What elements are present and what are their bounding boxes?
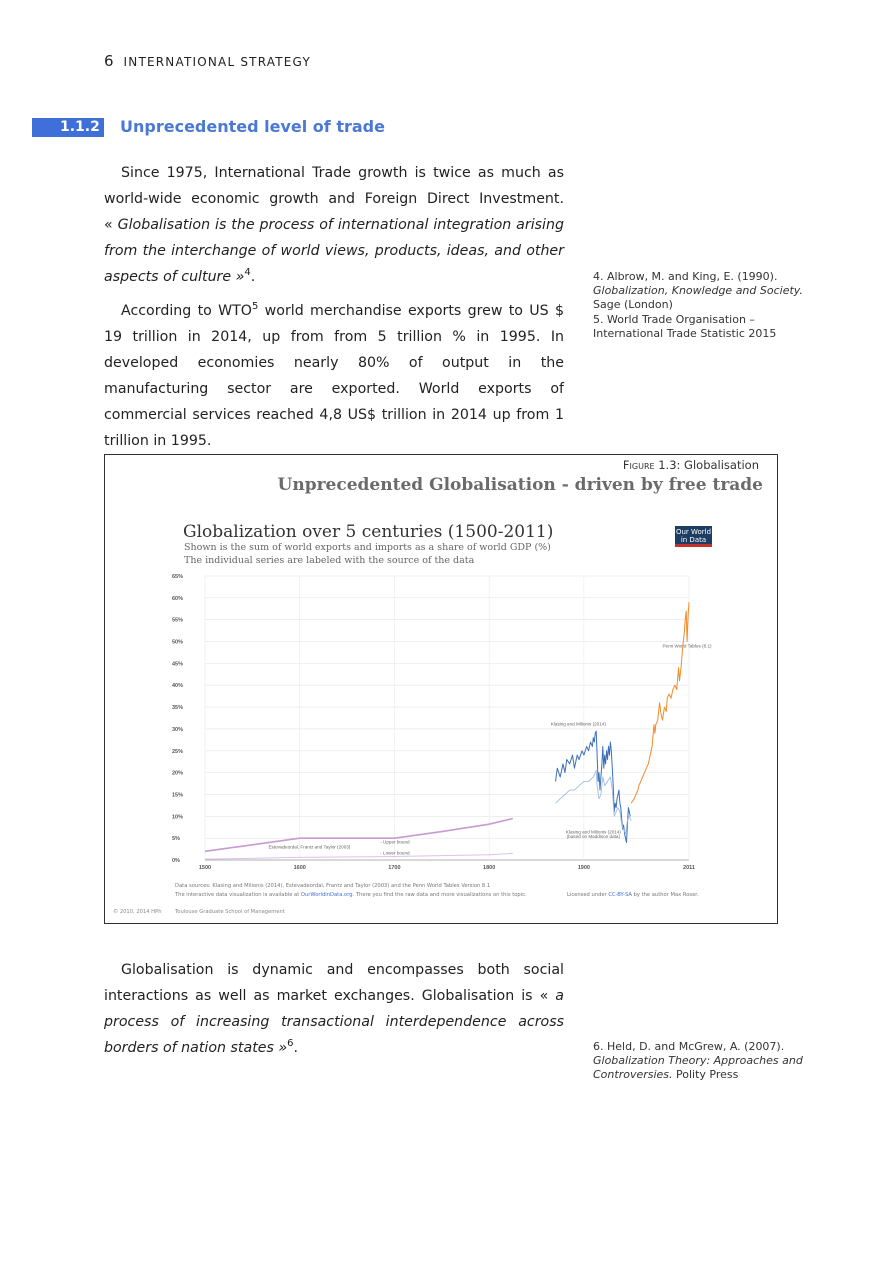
owid-logo-line1: Our World — [675, 528, 712, 536]
x-tick-label: 1700 — [388, 865, 400, 871]
section-title: Unprecedented level of trade — [120, 117, 385, 136]
running-title: INTERNATIONAL STRATEGY — [123, 55, 311, 69]
footnote-5: 5. World Trade Organisation – Internatio… — [593, 313, 815, 341]
license-text-a: Licensed under — [567, 892, 609, 898]
section-number-bar — [32, 118, 104, 137]
chart-plot: 0% 5% 10% 15% 20% 25% 30% 35% 40% 45% 50% 55% 60% 65%… — [172, 574, 712, 871]
footnote-5-text: World Trade Organisation – International… — [593, 313, 777, 340]
license-text-b: by the author Max Roser. — [631, 892, 699, 898]
y-tick-label: 50% — [172, 640, 183, 646]
chart-sources-1: Data sources: Klasing and Milionis (2014… — [175, 883, 491, 889]
chart-subtitle-2: The individual series are labeled with t… — [184, 555, 475, 566]
footnote-ref-5[interactable]: 5 — [251, 301, 259, 312]
y-tick-label: 45% — [172, 661, 183, 667]
figure-caption: Figure 1.3: Globalisation — [623, 458, 759, 472]
footnote-6: 6. Held, D. and McGrew, A. (2007). Globa… — [593, 1040, 815, 1082]
page-number: 6 — [104, 52, 114, 70]
series-line-penn — [630, 602, 690, 804]
owid-logo-line2: in Data — [680, 536, 707, 544]
label-klasing: Klasing and Milionis (2014) — [551, 721, 607, 726]
sources-text-b: . There you find the raw data and more v… — [352, 892, 527, 898]
footnote-ref-4[interactable]: 4 — [244, 267, 251, 278]
y-tick-label: 65% — [172, 574, 183, 580]
footnote-4-num: 4. — [593, 270, 604, 283]
footnote-4: 4. Albrow, M. and King, E. (1990). Globa… — [593, 270, 815, 312]
footnote-4-title: Globalization, Knowledge and Society. — [593, 284, 803, 297]
footnote-6-title: Globalization Theory: Approaches and Con… — [593, 1054, 803, 1081]
y-tick-label: 40% — [172, 683, 183, 689]
p1-quote: Globalisation is the process of internat… — [104, 217, 564, 285]
figure-globalisation: Figure 1.3: Globalisation Unprecedented … — [104, 454, 778, 924]
footnote-4-author: Albrow, M. and King, E. (1990). — [603, 270, 778, 283]
section-number: 1.1.2 — [60, 119, 100, 135]
x-tick-label: 2011 — [683, 865, 695, 871]
y-tick-label: 55% — [172, 618, 183, 624]
chart-sources-2: The interactive data visualization is av… — [175, 892, 527, 898]
chart-license: Licensed under CC-BY-SA by the author Ma… — [567, 892, 699, 898]
footnote-ref-6[interactable]: 6 — [287, 1038, 294, 1049]
p2-text-a: According to WTO — [121, 303, 252, 319]
label-klasing-maddison-2: (based on Maddison data) — [567, 834, 621, 839]
label-estevadeordal: Estevadeordal, Frantz and Taylor (2003) — [268, 845, 350, 850]
x-tick-label: 1900 — [578, 865, 590, 871]
label-upper-bound: - Upper bound — [380, 839, 410, 844]
label-lower-bound: - Lower bound — [380, 850, 410, 855]
chart-title: Globalization over 5 centuries (1500-201… — [183, 522, 554, 542]
y-tick-label: 0% — [172, 858, 180, 864]
copyright: © 2010, 2014 HPh — [113, 909, 162, 915]
series-line-klasing_maddison — [555, 769, 632, 835]
y-tick-label: 25% — [172, 749, 183, 755]
series-line-klasing — [555, 730, 631, 843]
figure-caption-label: Figure 1.3: — [622, 458, 681, 472]
y-tick-label: 60% — [172, 596, 183, 602]
y-tick-label: 5% — [172, 836, 180, 842]
paragraph-2: According to WTO5 world merchandise expo… — [104, 298, 564, 454]
sources-text-a: The interactive data visualization is av… — [175, 892, 301, 898]
y-tick-label: 35% — [172, 705, 183, 711]
figure-caption-text: Globalisation — [680, 458, 759, 472]
paragraph-3: Globalisation is dynamic and encompasses… — [104, 957, 564, 1061]
x-tick-label: 1800 — [483, 865, 495, 871]
y-tick-label: 15% — [172, 792, 183, 798]
label-klasing-maddison-1: Klasing and Milionis (2014) — [566, 829, 622, 834]
footnote-5-num: 5. — [593, 313, 604, 326]
label-penn: Penn World Tables (8.1) — [662, 644, 712, 649]
x-tick-label: 1500 — [199, 865, 211, 871]
y-tick-label: 20% — [172, 771, 183, 777]
owid-logo: Our World in Data — [675, 526, 712, 547]
running-head: 6 INTERNATIONAL STRATEGY — [104, 52, 311, 70]
p3-text: Globalisation is dynamic and encompasses… — [104, 962, 564, 1004]
license-link[interactable]: CC-BY-SA — [608, 892, 632, 898]
series-line-estevadeordal_lower — [204, 852, 513, 860]
footnote-6-num: 6. — [593, 1040, 604, 1053]
p3-end: . — [293, 1040, 299, 1056]
p1-text: Since 1975, International Trade growth i… — [104, 165, 564, 233]
y-tick-label: 10% — [172, 814, 183, 820]
footnote-6-publisher: Polity Press — [672, 1068, 739, 1081]
school-name: Toulouse Graduate School of Management — [175, 909, 285, 915]
y-tick-label: 30% — [172, 727, 183, 733]
series-line-estevadeordal_upper — [204, 817, 513, 853]
p1-end: . — [250, 269, 256, 285]
p2-text-b: world merchandise exports grew to US $ 1… — [104, 303, 565, 449]
paragraph-1: Since 1975, International Trade growth i… — [104, 160, 564, 290]
figure-heading: Unprecedented Globalisation - driven by … — [277, 475, 763, 495]
chart-subtitle-1: Shown is the sum of world exports and im… — [184, 542, 551, 553]
footnote-4-publisher: Sage (London) — [593, 298, 673, 311]
p3-quote: a process of increasing transactional in… — [104, 988, 564, 1056]
x-tick-label: 1600 — [294, 865, 306, 871]
footnote-6-author: Held, D. and McGrew, A. (2007). — [603, 1040, 785, 1053]
owid-link[interactable]: OurWorldinData.org — [300, 892, 353, 898]
